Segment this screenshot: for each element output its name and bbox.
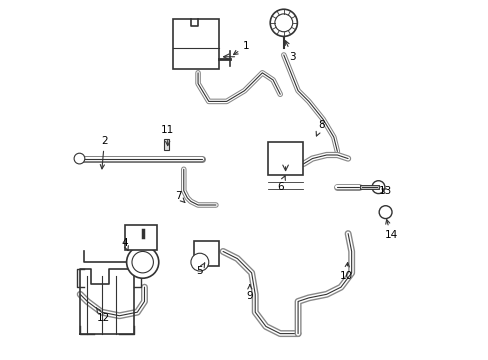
Circle shape [132,251,153,273]
Circle shape [126,246,159,278]
Text: 11: 11 [161,125,174,145]
Circle shape [74,153,84,164]
Circle shape [270,9,297,36]
Text: 7: 7 [175,191,184,202]
Text: 5: 5 [196,263,204,276]
Bar [194,241,219,266]
Text: 12: 12 [96,307,110,323]
Text: 4: 4 [122,238,128,251]
Text: 8: 8 [316,120,324,136]
Text: 3: 3 [285,41,295,62]
Circle shape [378,206,391,219]
Text: 9: 9 [246,285,253,301]
Text: 10: 10 [339,262,352,282]
Text: 1: 1 [233,41,249,54]
Circle shape [190,253,208,271]
Circle shape [371,181,384,194]
Bar [164,139,169,150]
Polygon shape [80,269,134,334]
Bar [173,19,219,69]
Text: 14: 14 [384,220,397,240]
Circle shape [274,14,292,32]
Bar [267,143,303,175]
Bar [124,225,157,249]
Text: 13: 13 [378,186,391,196]
Text: 2: 2 [100,136,107,169]
Text: 6: 6 [276,176,285,192]
